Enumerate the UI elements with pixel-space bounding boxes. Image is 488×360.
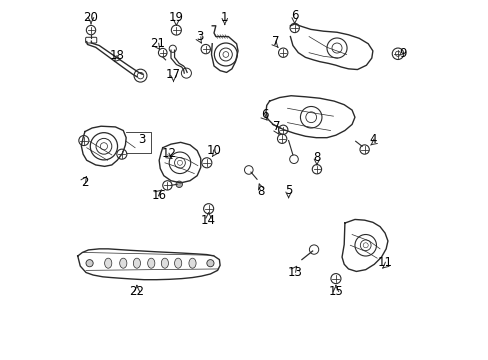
Circle shape [86, 260, 93, 267]
Text: 12: 12 [162, 147, 176, 159]
Text: 5: 5 [285, 184, 292, 197]
Text: 17: 17 [165, 68, 181, 81]
Text: 20: 20 [83, 11, 98, 24]
Text: 15: 15 [328, 285, 343, 298]
Text: 10: 10 [206, 144, 221, 157]
Text: 7: 7 [272, 121, 280, 134]
Text: 16: 16 [152, 189, 167, 202]
Text: 6: 6 [290, 9, 298, 22]
Text: 11: 11 [377, 256, 392, 269]
Text: 18: 18 [109, 49, 124, 62]
Circle shape [176, 181, 182, 188]
Text: 22: 22 [129, 285, 144, 298]
Text: 21: 21 [150, 36, 165, 50]
Text: 3: 3 [196, 30, 203, 43]
Text: 3: 3 [138, 133, 146, 146]
Text: 19: 19 [168, 12, 183, 24]
Text: 1: 1 [221, 12, 228, 24]
Text: 14: 14 [201, 214, 216, 227]
Text: 2: 2 [81, 176, 88, 189]
Text: 4: 4 [368, 133, 376, 146]
Ellipse shape [174, 258, 182, 268]
Ellipse shape [133, 258, 140, 268]
Text: 8: 8 [313, 151, 320, 164]
Text: 13: 13 [286, 266, 302, 279]
Ellipse shape [188, 258, 196, 268]
Text: 7: 7 [272, 35, 279, 48]
Ellipse shape [120, 258, 126, 268]
Text: 9: 9 [398, 47, 406, 60]
Ellipse shape [104, 258, 112, 268]
Ellipse shape [161, 258, 168, 268]
Text: 6: 6 [261, 108, 268, 121]
Circle shape [206, 260, 214, 267]
Text: 8: 8 [256, 185, 264, 198]
Ellipse shape [147, 258, 155, 268]
